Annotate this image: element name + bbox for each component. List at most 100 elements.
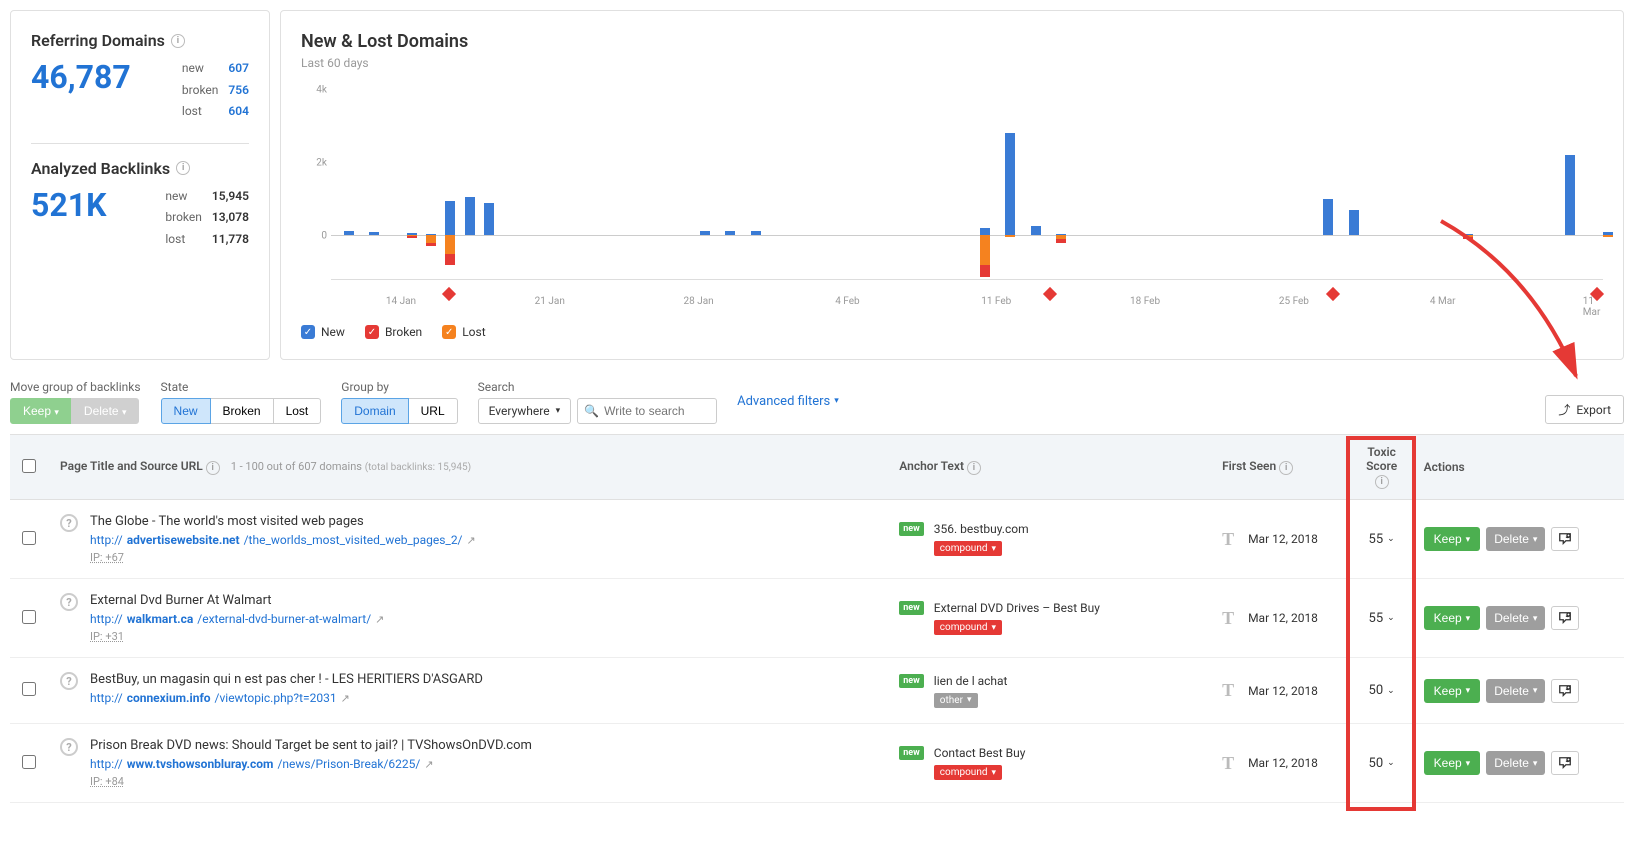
stat-sub-value[interactable]: 15,945 [212,186,249,208]
chart-xlabel: 28 Jan [683,296,713,307]
delete-button[interactable]: Delete ▾ [1486,679,1545,703]
keep-button[interactable]: Keep ▾ [1424,606,1481,630]
chart-bar-new[interactable] [484,203,494,236]
chart-bar-broken[interactable] [980,265,990,278]
anchor-type-badge[interactable]: compound ▾ [934,765,1002,780]
chart-bar-broken[interactable] [1463,237,1473,239]
info-icon[interactable]: i [967,461,981,475]
comment-button[interactable] [1551,679,1579,703]
row-checkbox[interactable] [22,755,36,769]
chart-bar-broken[interactable] [426,243,436,247]
chart-bar-broken[interactable] [1056,239,1066,243]
comment-button[interactable] [1551,606,1579,630]
chart-bar-new[interactable] [445,201,455,236]
row-checkbox[interactable] [22,682,36,696]
chart-bar-new[interactable] [1565,155,1575,235]
toxic-score[interactable]: 50 ⌄ [1364,683,1400,698]
help-icon[interactable]: ? [60,593,78,611]
delete-button[interactable]: Delete ▾ [1486,751,1545,775]
chart-bar-new[interactable] [465,197,475,235]
stat-sub-value[interactable]: 607 [228,58,249,80]
help-icon[interactable]: ? [60,514,78,532]
row-checkbox[interactable] [22,531,36,545]
external-link-icon[interactable]: ↗ [341,692,350,705]
text-type-icon: T [1222,608,1234,629]
chart-bar-new[interactable] [700,231,710,235]
help-icon[interactable]: ? [60,672,78,690]
chart-bar-lost[interactable] [980,235,990,264]
info-icon[interactable]: i [206,461,220,475]
chart-bar-broken[interactable] [445,254,455,265]
delete-button[interactable]: Delete ▾ [1486,606,1545,630]
th-toxic[interactable]: Toxic Score i [1352,435,1412,500]
info-icon[interactable]: i [1279,461,1293,475]
keep-button[interactable]: Keep ▾ [1424,527,1481,551]
seg-url[interactable]: URL [408,398,458,424]
legend-item[interactable]: ✓New [301,325,345,339]
chart-xlabel: 4 Feb [835,296,859,307]
toxic-score[interactable]: 55 ⌄ [1364,611,1400,626]
row-ip[interactable]: IP: +84 [90,775,532,788]
chart-bar-new[interactable] [1349,210,1359,236]
chart-bar-lost[interactable] [426,235,436,242]
external-link-icon[interactable]: ↗ [424,758,433,771]
anchor-type-badge[interactable]: compound ▾ [934,541,1002,556]
delete-button[interactable]: Delete ▾ [1486,527,1545,551]
stat-sub-value[interactable]: 11,778 [212,229,249,251]
seg-lost[interactable]: Lost [273,398,322,424]
comment-button[interactable] [1551,751,1579,775]
chart-bar-new[interactable] [1005,133,1015,235]
stat-sub-value[interactable]: 756 [228,80,249,102]
referring-domains-title-text: Referring Domains [31,31,165,50]
info-icon[interactable]: i [176,161,190,175]
chart-bar-new[interactable] [369,232,379,235]
chart-bar-lost[interactable] [445,235,455,253]
info-icon[interactable]: i [171,34,185,48]
toxic-score[interactable]: 55 ⌄ [1364,532,1400,547]
chart-bar-lost[interactable] [1603,235,1613,237]
seg-new[interactable]: New [161,398,211,424]
external-link-icon[interactable]: ↗ [467,534,476,547]
analyzed-backlinks-value: 521K [31,186,106,224]
chart-bar-new[interactable] [1031,226,1041,235]
row-url[interactable]: http://advertisewebsite.net/the_worlds_m… [90,533,476,547]
comment-button[interactable] [1551,527,1579,551]
chart-bar-new[interactable] [725,231,735,235]
export-button[interactable]: ⤴ Export [1545,395,1624,424]
delete-group-button[interactable]: Delete ▾ [71,398,140,424]
toxic-score[interactable]: 50 ⌄ [1364,756,1400,771]
row-url[interactable]: http://www.tvshowsonbluray.com/news/Pris… [90,757,532,771]
legend-item[interactable]: ✓Broken [365,325,422,339]
help-icon[interactable]: ? [60,738,78,756]
keep-group-button[interactable]: Keep ▾ [10,398,72,424]
row-ip[interactable]: IP: +31 [90,630,384,643]
keep-button[interactable]: Keep ▾ [1424,751,1481,775]
stat-sub-value[interactable]: 604 [228,101,249,123]
select-all-checkbox[interactable] [22,459,36,473]
chart-title: New & Lost Domains [301,31,1603,52]
chart-bar-new[interactable] [751,231,761,235]
table-row: ?The Globe - The world's most visited we… [10,500,1624,579]
seg-domain[interactable]: Domain [341,398,408,424]
external-link-icon[interactable]: ↗ [375,613,384,626]
table-row: ?Prison Break DVD news: Should Target be… [10,724,1624,803]
legend-item[interactable]: ✓Lost [442,325,485,339]
chart-bar-new[interactable] [980,228,990,235]
chart-bar-broken[interactable] [407,236,417,237]
chart-bar-new[interactable] [1323,199,1333,236]
row-ip[interactable]: IP: +67 [90,551,476,564]
legend-check-icon: ✓ [365,325,379,339]
chart-bar-new[interactable] [344,231,354,235]
anchor-type-badge[interactable]: compound ▾ [934,620,1002,635]
row-url[interactable]: http://walkmart.ca/external-dvd-burner-a… [90,612,384,626]
seg-broken[interactable]: Broken [210,398,274,424]
row-url[interactable]: http://connexium.info/viewtopic.php?t=20… [90,691,483,705]
row-checkbox[interactable] [22,610,36,624]
anchor-type-badge[interactable]: other ▾ [934,693,978,708]
search-scope-select[interactable]: Everywhere ▾ [478,398,571,424]
advanced-filters-link[interactable]: Advanced filters ▾ [737,394,839,409]
chart-bar-lost[interactable] [1005,235,1015,237]
keep-button[interactable]: Keep ▾ [1424,679,1481,703]
stat-sub-value[interactable]: 13,078 [212,207,249,229]
info-icon[interactable]: i [1375,475,1389,489]
